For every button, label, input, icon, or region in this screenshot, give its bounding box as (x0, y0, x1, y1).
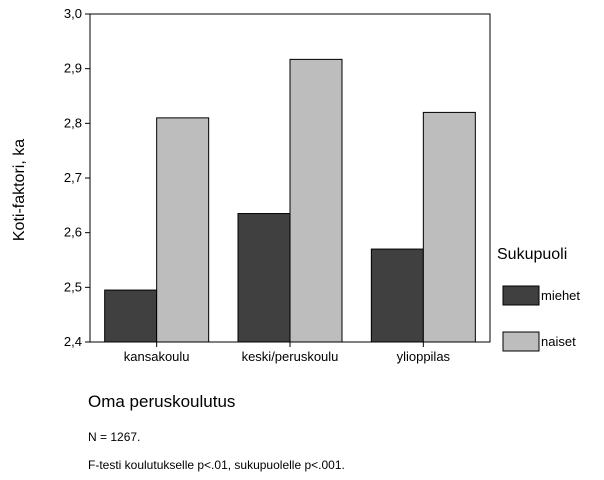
bar-naiset-2 (422, 111, 476, 343)
legend-swatch-miehet (502, 285, 540, 306)
legend-swatch-naiset (502, 331, 540, 352)
x-tick-label: ylioppilas (397, 349, 451, 364)
sample-size-note: N = 1267. (88, 430, 141, 444)
legend-title: Sukupuoli (497, 246, 567, 263)
y-tick-label: 2,9 (64, 61, 82, 76)
bar-naiset-0 (156, 117, 210, 343)
legend-label-naiset: naiset (541, 334, 576, 349)
x-axis-title: Oma peruskoulutus (88, 392, 236, 411)
y-axis-label: Koti-faktori, ka (11, 139, 28, 241)
y-tick-label: 2,4 (64, 334, 82, 349)
bar-miehet-0 (104, 289, 158, 343)
x-tick-label: kansakoulu (124, 349, 190, 364)
x-tick-label: keski/peruskoulu (242, 349, 339, 364)
bar-miehet-1 (237, 213, 291, 343)
x-axis: kansakoulu keski/peruskoulu ylioppilas (124, 342, 451, 364)
y-tick-label: 2,5 (64, 279, 82, 294)
legend: Sukupuoli miehet naiset (497, 246, 580, 352)
y-tick-label: 3,0 (64, 6, 82, 21)
y-tick-label: 2,8 (64, 115, 82, 130)
y-axis: 2,4 2,5 2,6 2,7 2,8 2,9 3,0 (64, 6, 90, 349)
legend-label-miehet: miehet (541, 288, 580, 303)
bar-naiset-1 (289, 58, 343, 343)
y-tick-label: 2,7 (64, 170, 82, 185)
bars (104, 58, 476, 343)
f-test-note: F-testi koulutukselle p<.01, sukupuolell… (88, 458, 345, 472)
y-tick-label: 2,6 (64, 225, 82, 240)
bar-miehet-2 (370, 248, 424, 343)
